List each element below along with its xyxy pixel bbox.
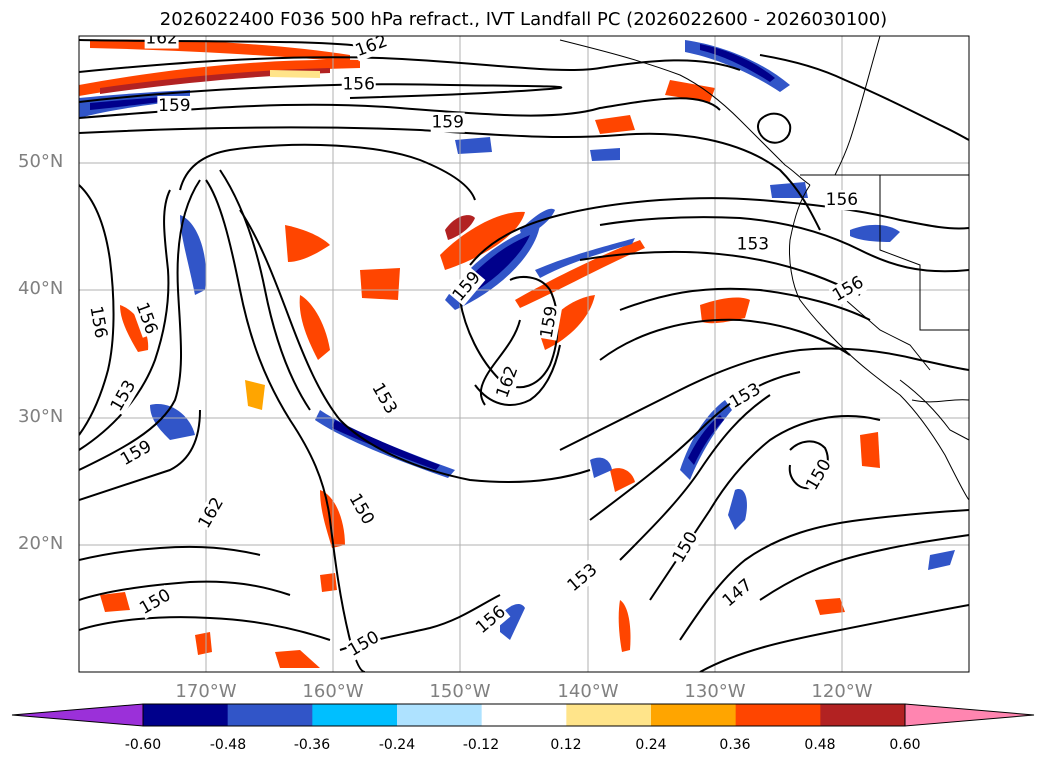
contour-label-bg xyxy=(735,234,770,255)
contour-label-bg xyxy=(85,303,111,341)
lon-label-130w: 130°W xyxy=(684,681,746,702)
colorbar-segment xyxy=(566,704,652,726)
colorbar-segment xyxy=(312,704,398,726)
colorbar-extend-low xyxy=(11,703,144,727)
contour-label-bg xyxy=(801,455,837,495)
lon-label-170w: 170°W xyxy=(175,681,237,702)
contour-label-bg xyxy=(194,493,229,533)
contour-label-bg xyxy=(144,36,179,49)
lon-label-140w: 140°W xyxy=(557,681,619,702)
lon-label-150w: 150°W xyxy=(429,681,491,702)
contour-label-bg xyxy=(344,489,379,529)
colorbar-tick-label: 0.48 xyxy=(804,737,836,753)
contour-label-bg xyxy=(352,36,391,62)
contour-label-bg xyxy=(828,271,868,307)
colorbar-tick-label: 0.60 xyxy=(889,737,921,753)
colorbar-tick-label: -0.12 xyxy=(462,737,500,753)
colorbar-segment xyxy=(735,704,821,726)
contour-label-bg xyxy=(344,626,384,662)
contour-label-bg xyxy=(824,190,859,211)
colorbar-tick-label: 0.36 xyxy=(719,737,751,753)
lat-label-20n: 20°N xyxy=(18,533,64,554)
contour-label-bg xyxy=(106,376,141,416)
map-frame xyxy=(78,35,970,673)
height-contours xyxy=(79,39,969,672)
colorbar-segment xyxy=(820,704,906,726)
contour-label-bg xyxy=(366,378,402,419)
figure-title: 2026022400 F036 500 hPa refract., IVT La… xyxy=(159,9,888,30)
lat-label-40n: 40°N xyxy=(18,278,64,299)
colorbar-tick-label: -0.36 xyxy=(293,737,331,753)
colorbar-segment xyxy=(481,704,567,726)
contour-label-bg xyxy=(448,267,486,307)
contour-label: 156 xyxy=(826,190,858,210)
colorbar-tick-label: -0.48 xyxy=(209,737,247,753)
contour-label-bg xyxy=(131,298,162,338)
lon-label-120w: 120°W xyxy=(811,681,873,702)
contour-label-bg xyxy=(157,95,192,116)
lat-label-50n: 50°N xyxy=(18,151,64,172)
colorbar-tick-label: -0.60 xyxy=(124,737,162,753)
lon-label-160w: 160°W xyxy=(302,681,364,702)
colorbar-tick-label: 0.24 xyxy=(635,737,667,753)
contour-label-bg xyxy=(725,378,765,414)
contour-label-bg xyxy=(341,74,376,95)
lat-label-30n: 30°N xyxy=(18,406,64,427)
colorbar-segment xyxy=(651,704,737,726)
contour-label-bg xyxy=(471,601,511,639)
coastlines xyxy=(559,36,969,501)
contour-label-bg xyxy=(430,112,465,133)
contour-label: 156 xyxy=(342,74,374,94)
contour-label: 153 xyxy=(737,235,769,255)
contour-label-bg xyxy=(492,362,523,402)
colorbar-tick-label: 0.12 xyxy=(550,737,582,753)
colorbar-segment xyxy=(143,704,229,726)
contour-label-bg xyxy=(116,436,156,471)
colorbar-segment xyxy=(227,704,313,726)
colorbar-tick-label: -0.24 xyxy=(378,737,416,753)
contour-label-bg xyxy=(668,527,703,568)
contour-label-bg xyxy=(563,559,602,597)
contour-label: 159 xyxy=(158,96,190,116)
contour-label: 162 xyxy=(145,29,177,49)
colorbar-extend-high xyxy=(904,703,1035,727)
colorbar-segment xyxy=(397,704,483,726)
colorbar xyxy=(11,703,1035,727)
contour-label: 159 xyxy=(431,112,463,132)
contour-label-bg xyxy=(135,584,176,620)
contour-label-bg xyxy=(718,574,758,612)
contour-label-bg xyxy=(536,303,563,341)
